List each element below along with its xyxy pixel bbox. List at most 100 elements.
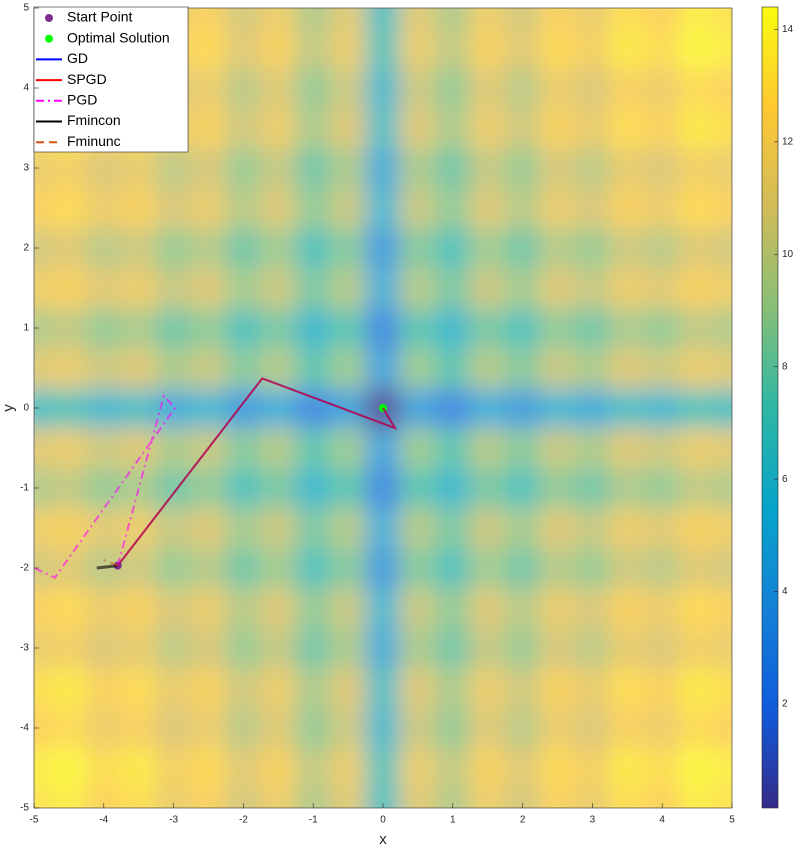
heat-cell: [399, 707, 436, 749]
heat-cell: [34, 307, 52, 349]
heat-cell: [155, 307, 192, 349]
heat-cell: [260, 467, 297, 509]
colorbar-tick-label: 8: [782, 361, 788, 372]
heat-cell: [644, 347, 681, 389]
heat-cell: [714, 387, 732, 429]
heat-cell: [609, 387, 646, 429]
heat-cell: [399, 67, 436, 109]
heat-cell: [574, 707, 611, 749]
heat-cell: [609, 587, 646, 629]
heat-cell: [399, 187, 436, 229]
heat-cell: [190, 667, 227, 709]
heat-cell: [50, 387, 87, 429]
heat-cell: [679, 667, 716, 709]
heat-cell: [365, 227, 401, 269]
heat-cell: [714, 507, 732, 549]
heat-cell: [295, 627, 332, 669]
heat-cell: [504, 787, 541, 808]
heat-cell: [155, 467, 192, 509]
heat-cell: [469, 307, 506, 349]
heat-cell: [330, 227, 367, 269]
y-tick-label: 4: [23, 83, 29, 94]
heat-cell: [504, 707, 541, 749]
heat-cell: [679, 227, 716, 269]
heat-cell: [330, 787, 367, 808]
heat-cell: [679, 707, 716, 749]
heat-cell: [504, 67, 541, 109]
heat-cell: [714, 227, 732, 269]
y-axis-label: y: [0, 404, 17, 412]
heat-cell: [365, 627, 401, 669]
heat-cell: [714, 67, 732, 109]
heat-cell: [155, 267, 192, 309]
heat-cell: [190, 387, 227, 429]
heat-cell: [225, 227, 262, 269]
heat-cell: [539, 347, 576, 389]
heat-cell: [609, 467, 646, 509]
heat-cell: [679, 187, 716, 229]
heat-cell: [434, 467, 471, 509]
heat-cell: [679, 467, 716, 509]
heat-cell: [85, 147, 122, 189]
heat-cell: [50, 147, 87, 189]
heat-cell: [155, 427, 192, 469]
heat-cell: [190, 8, 227, 29]
heat-cell: [34, 667, 52, 709]
heat-cell: [330, 587, 367, 629]
heat-cell: [399, 147, 436, 189]
heat-cell: [225, 547, 262, 589]
heat-cell: [469, 347, 506, 389]
heat-cell: [260, 27, 297, 69]
heat-cell: [50, 347, 87, 389]
heat-cell: [609, 107, 646, 149]
y-tick-label: -3: [20, 643, 29, 654]
heat-cell: [539, 267, 576, 309]
heat-cell: [574, 427, 611, 469]
heat-cell: [365, 147, 401, 189]
heat-cell: [679, 507, 716, 549]
heat-cell: [365, 787, 401, 808]
heat-cell: [34, 427, 52, 469]
legend: Start Point Optimal Solution GD SPGD PGD Fmin…: [33, 6, 189, 153]
heat-cell: [225, 427, 262, 469]
heat-cell: [295, 8, 332, 29]
heat-cell: [469, 187, 506, 229]
heat-cell: [539, 107, 576, 149]
heat-cell: [50, 227, 87, 269]
heat-cell: [609, 67, 646, 109]
heat-cell: [434, 227, 471, 269]
heat-cell: [469, 547, 506, 589]
x-tick-label: 2: [520, 815, 526, 826]
heat-cell: [644, 187, 681, 229]
heat-cell: [260, 227, 297, 269]
heat-cell: [190, 67, 227, 109]
heat-cell: [50, 267, 87, 309]
heat-cell: [434, 307, 471, 349]
heat-cell: [399, 467, 436, 509]
heat-cell: [469, 507, 506, 549]
heat-cell: [190, 187, 227, 229]
heat-cell: [295, 187, 332, 229]
heat-cell: [574, 667, 611, 709]
heat-cell: [120, 267, 157, 309]
heat-cell: [434, 27, 471, 69]
heat-cell: [714, 347, 732, 389]
heat-cell: [714, 107, 732, 149]
heat-cell: [190, 547, 227, 589]
heat-cell: [644, 787, 681, 808]
heat-cell: [85, 667, 122, 709]
heat-cell: [365, 587, 401, 629]
heat-cell: [225, 67, 262, 109]
heat-cell: [609, 347, 646, 389]
heat-cell: [644, 147, 681, 189]
heat-cell: [469, 787, 506, 808]
heat-cell: [399, 747, 436, 789]
colorbar-tick-label: 10: [782, 249, 793, 260]
heat-cell: [539, 27, 576, 69]
heat-cell: [34, 787, 52, 808]
heat-cell: [85, 307, 122, 349]
heat-cell: [434, 347, 471, 389]
heat-cell: [260, 787, 297, 808]
heat-cell: [539, 707, 576, 749]
heat-cell: [260, 507, 297, 549]
